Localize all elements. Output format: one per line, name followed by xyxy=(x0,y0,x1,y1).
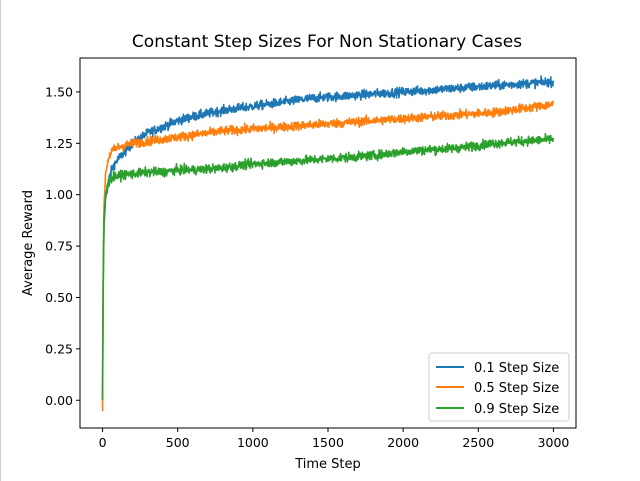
y-tick-label: 0.50 xyxy=(45,290,73,305)
y-tick-label: 0.25 xyxy=(45,341,73,356)
axes-frame xyxy=(79,57,577,429)
series-line-0.5 xyxy=(101,100,555,412)
legend-label-0.9: 0.9 Step Size xyxy=(474,402,559,417)
legend-box xyxy=(428,352,570,422)
chart-title: Constant Step Sizes For Non Stationary C… xyxy=(132,32,522,52)
x-tick-label: 1500 xyxy=(312,435,344,450)
y-axis-ticks: 0.00 0.25 0.50 0.75 1.00 1.25 1.50 xyxy=(45,84,80,408)
y-tick-label: 1.00 xyxy=(45,187,73,202)
legend-label-0.1: 0.1 Step Size xyxy=(474,361,559,376)
y-tick-label: 0.75 xyxy=(45,239,73,254)
series-line-0.1 xyxy=(101,75,555,400)
legend-label-0.5: 0.5 Step Size xyxy=(474,381,559,396)
y-axis-label: Average Reward xyxy=(21,190,36,296)
x-tick-label: 0 xyxy=(99,435,107,450)
x-tick-label: 500 xyxy=(166,435,190,450)
y-tick-label: 1.25 xyxy=(45,136,73,151)
legend: 0.1 Step Size 0.5 Step Size 0.9 Step Siz… xyxy=(428,352,570,422)
plot-area xyxy=(101,75,555,412)
x-tick-label: 1000 xyxy=(237,435,269,450)
x-tick-label: 2000 xyxy=(387,435,419,450)
x-axis-ticks: 0 500 1000 1500 2000 2500 3000 xyxy=(99,428,570,450)
x-tick-label: 2500 xyxy=(462,435,494,450)
window-edge xyxy=(0,0,1,481)
x-tick-label: 3000 xyxy=(538,435,570,450)
x-axis-label: Time Step xyxy=(294,457,361,472)
series-line-0.9 xyxy=(101,132,555,400)
y-tick-label: 0.00 xyxy=(45,393,73,408)
y-tick-label: 1.50 xyxy=(45,84,73,99)
